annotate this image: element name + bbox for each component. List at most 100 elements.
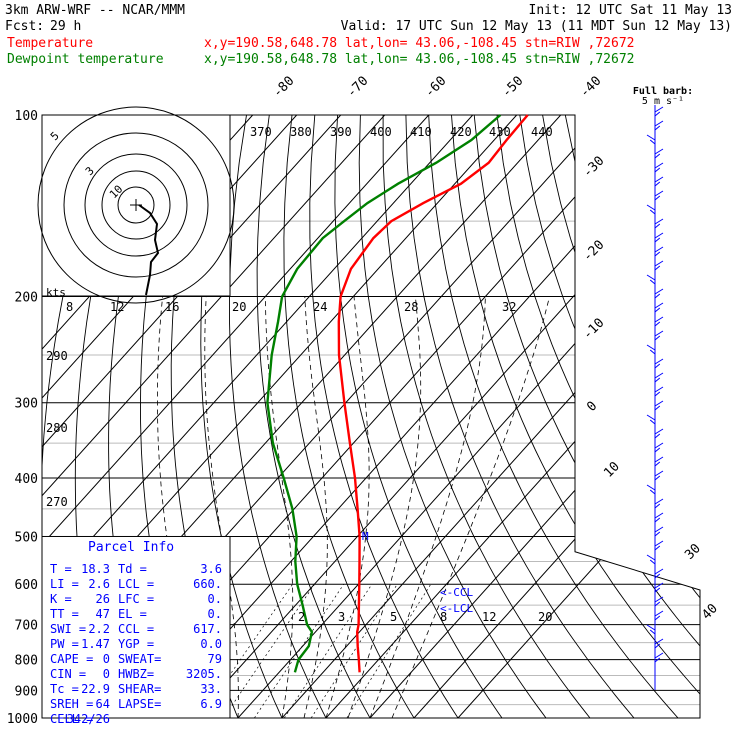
isotherm-label: -70: [344, 74, 371, 101]
wind-barb: [654, 638, 664, 649]
hodograph-ring: [63, 132, 209, 278]
moist-adiabat: [347, 296, 422, 718]
wind-barb: [654, 652, 664, 663]
parcel-info-value: 6.9: [200, 697, 222, 711]
pressure-tick-label: 300: [15, 397, 38, 412]
wind-barb: [654, 568, 664, 579]
pressure-tick-label: 400: [15, 472, 38, 487]
moist-adiabat: [303, 296, 328, 718]
parcel-info-value: 617.: [193, 622, 222, 636]
hodograph-ring: [117, 186, 155, 224]
wind-barb: [654, 526, 664, 537]
full-barb-units: 5 m s⁻¹: [642, 96, 684, 107]
wind-barb: [654, 372, 664, 383]
isotherm-label: -40: [577, 74, 604, 101]
moist-adiabat: [264, 296, 294, 718]
parcel-info-value: 660.: [193, 577, 222, 591]
isotherm-line: [281, 115, 700, 718]
parcel-info-key: HWBZ=: [118, 667, 154, 681]
wind-barb: [654, 498, 664, 509]
parcel-info-value: 2.2: [88, 622, 110, 636]
wind-barbs: [646, 105, 664, 690]
moist-adiabat: [391, 296, 550, 718]
parcel-info-panel: Parcel Info T = 18.3 Td = 3.6 LI = 2.6 LCL = 660…: [41, 535, 231, 726]
dewpoint-legend: Dewpoint temperature: [7, 52, 164, 67]
parcel-info-value: 0: [103, 667, 110, 681]
ccl-marker: <-CCL: [440, 586, 473, 599]
parcel-info-value: 3.6: [200, 562, 222, 576]
wind-barb: [654, 302, 664, 313]
wind-barb: [646, 204, 656, 215]
parcel-info-value: 0.0: [200, 637, 222, 651]
wind-barb: [654, 148, 664, 159]
dry-adiabat: [405, 115, 635, 718]
parcel-info-key: Td =: [118, 562, 147, 576]
wind-barb: [654, 288, 664, 299]
sounding-traces: [266, 114, 529, 673]
wind-barb: [654, 162, 664, 173]
pressure-tick-label: 900: [15, 684, 38, 699]
dry-adiabat: [283, 115, 415, 718]
pressure-tick-label: 1000: [7, 712, 38, 727]
lcl-marker: <-LCL: [440, 602, 473, 615]
wind-barb: [654, 400, 664, 411]
isotherm-label: -10: [580, 316, 607, 343]
isotherm-label: 40: [699, 601, 721, 623]
parcel-info-key: LFC =: [118, 592, 154, 606]
theta-label: 420: [450, 125, 472, 139]
theta-label: 430: [489, 125, 511, 139]
mixing-ratio-line: [199, 584, 293, 718]
theta-label: 280: [46, 421, 68, 435]
mixing-ratio-label: 8: [440, 610, 447, 624]
isotherm-label: -30: [580, 154, 607, 181]
hodograph-ring: [84, 153, 188, 257]
theta-label: 270: [46, 495, 68, 509]
mixing-ratio-line: [284, 584, 373, 718]
dry-adiabat: [587, 115, 700, 718]
parcel-info-key: SWEAT=: [118, 652, 161, 666]
hodograph-speed-tick: 8: [66, 300, 73, 314]
mixing-ratio-line: [254, 584, 345, 718]
pressure-tick-label: 200: [15, 291, 38, 306]
pressure-tick-label: 100: [15, 109, 38, 124]
wind-barb: [654, 176, 664, 187]
wind-barb: [654, 582, 664, 593]
isotherm-line: [457, 115, 700, 718]
parcel-info-value: 22.9: [81, 682, 110, 696]
theta-label: 380: [290, 125, 312, 139]
pressure-tick-label: 800: [15, 654, 38, 669]
dewpoint-trace: [266, 114, 502, 673]
parcel-info-key: SHEAR=: [118, 682, 161, 696]
isotherm-label: 0: [584, 399, 600, 415]
m-marker: M: [362, 530, 369, 543]
isotherm-line: [42, 115, 474, 718]
parcel-info-key: K =: [50, 592, 72, 606]
parcel-info-key: SREH =: [50, 697, 93, 711]
parcel-info-key: YGP =: [118, 637, 154, 651]
wind-barb: [654, 106, 664, 117]
dry-adiabat: [382, 115, 591, 718]
isotherm-label: -80: [270, 74, 297, 101]
parcel-info-key: CELL =: [50, 712, 93, 726]
dry-adiabat: [496, 115, 700, 718]
parcel-info-key: Tc =: [50, 682, 79, 696]
mixing-ratio-line: [346, 584, 432, 718]
parcel-info-key: PW =: [50, 637, 79, 651]
parcel-info-value: 342/26: [67, 712, 110, 726]
wind-barb: [654, 610, 664, 621]
wind-barb: [654, 232, 664, 243]
isotherm-label: -60: [422, 74, 449, 101]
temperature-trace: [337, 114, 529, 673]
parcel-info-title: Parcel Info: [88, 540, 174, 555]
temperature-legend: Temperature: [7, 36, 93, 51]
dry-adiabat: [428, 115, 679, 718]
theta-label: 290: [46, 349, 68, 363]
init-time: Init: 12 UTC Sat 11 May 13: [529, 3, 733, 18]
parcel-info-key: CIN =: [50, 667, 86, 681]
hodograph-ring: [101, 170, 171, 240]
theta-label: 370: [250, 125, 272, 139]
wind-barb: [646, 134, 656, 145]
parcel-info-key: T =: [50, 562, 72, 576]
wind-barb: [654, 246, 664, 257]
